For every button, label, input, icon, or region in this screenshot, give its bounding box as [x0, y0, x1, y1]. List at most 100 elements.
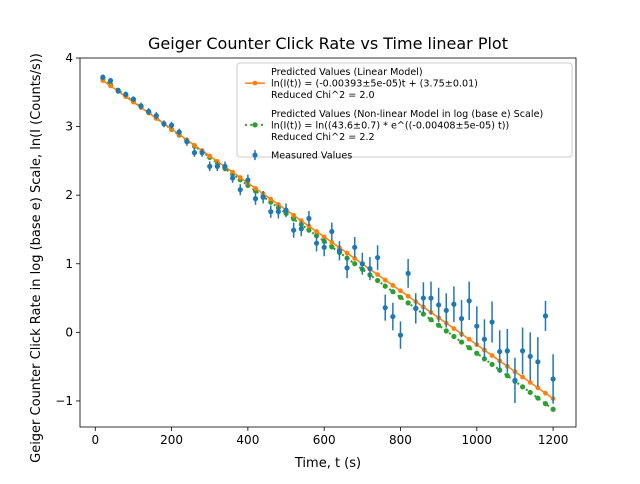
linear-model-point: [405, 293, 411, 299]
chart-title: Geiger Counter Click Rate vs Time linear…: [148, 34, 508, 53]
measured-point: [329, 228, 335, 235]
legend-linear-marker: [252, 80, 258, 86]
measured-point: [382, 305, 388, 311]
measured-point: [100, 74, 106, 80]
linear-model-point: [382, 277, 388, 283]
measured-point: [321, 244, 327, 250]
linear-model-point: [291, 212, 297, 218]
axes-frame: [79, 57, 577, 428]
measured-point: [138, 103, 144, 109]
measured-point: [130, 96, 137, 102]
measured-point: [214, 163, 220, 169]
linear-model-point: [268, 196, 274, 202]
measured-point: [252, 196, 259, 202]
x-tick-label: 400: [236, 433, 259, 447]
linear-model-point: [237, 175, 243, 180]
y-tick-label: 4: [65, 51, 73, 65]
measured-point: [283, 207, 289, 213]
linear-model-point: [451, 326, 457, 331]
y-tick-label: 2: [65, 188, 73, 202]
measured-point: [390, 313, 396, 320]
measured-point: [397, 332, 404, 338]
measured-point: [306, 215, 312, 222]
linear-model-point: [192, 142, 197, 148]
measured-point: [359, 261, 365, 267]
legend-box: [236, 62, 573, 158]
linear-model-point: [520, 374, 525, 380]
linear-model-point: [298, 218, 304, 224]
measured-point: [550, 376, 556, 382]
measured-point: [260, 194, 266, 200]
legend-measured-text: Measured Values: [271, 151, 352, 162]
measured-point: [497, 348, 503, 355]
measured-point: [230, 175, 236, 181]
nonlinear-model-point: [390, 289, 396, 295]
measured-point: [298, 226, 304, 232]
measured-point: [184, 139, 190, 145]
x-tick-label: 0: [91, 433, 99, 447]
linear-model-point: [169, 126, 174, 132]
measured-point: [504, 348, 510, 354]
measured-point: [153, 113, 159, 119]
y-tick-label: 0: [65, 325, 73, 339]
measured-point: [275, 209, 281, 215]
linear-model-point: [329, 239, 335, 245]
measured-point: [336, 248, 343, 254]
nonlinear-model-point: [329, 244, 335, 250]
legend-nonlinear-text: Reduced Chi^2 = 2.2: [271, 132, 375, 143]
nonlinear-model-point: [306, 227, 312, 233]
y-tick-label: 1: [65, 257, 73, 271]
measured-point: [474, 323, 480, 329]
measured-point: [237, 187, 243, 193]
measured-point: [176, 129, 182, 135]
linear-model-point: [390, 282, 396, 288]
linear-model-point: [489, 353, 495, 358]
axes: 0 200 400 600 800 1000 1200 −1 0 1 2 3 4: [55, 51, 577, 447]
measured-point: [222, 163, 228, 169]
y-tick-label: 3: [65, 120, 73, 134]
x-tick-label: 1200: [538, 433, 569, 447]
legend-nonlinear-marker: [252, 122, 258, 128]
measured-point: [489, 319, 495, 325]
nonlinear-model-point: [542, 401, 549, 407]
legend-measured-marker: [252, 152, 258, 158]
linear-model-point: [314, 229, 319, 234]
linear-model-point: [306, 223, 312, 229]
linear-model-point: [108, 83, 113, 89]
measured-point: [420, 295, 426, 301]
measured-point: [428, 295, 434, 301]
x-tick-label: 800: [389, 433, 412, 447]
measured-point: [443, 307, 449, 314]
linear-model-point: [344, 250, 350, 256]
measured-point: [146, 108, 152, 115]
measured-point: [161, 121, 167, 127]
plot-area: [100, 74, 556, 412]
measured-point: [313, 240, 320, 246]
measured-point: [191, 150, 198, 156]
nonlinear-model-point: [375, 277, 381, 284]
nonlinear-model-point: [504, 373, 510, 379]
measured-point: [352, 244, 358, 250]
x-tick-label: 600: [313, 433, 336, 447]
nonlinear-model-point: [466, 345, 472, 351]
nonlinear-model-point: [382, 283, 388, 289]
linear-model-point: [321, 234, 327, 240]
measured-point: [199, 150, 205, 156]
x-tick-label: 200: [160, 433, 183, 447]
linear-model-point: [466, 336, 472, 342]
legend-linear-text: Reduced Chi^2 = 2.0: [271, 90, 375, 101]
nonlinear-model-point: [443, 328, 449, 334]
measured-point: [207, 163, 213, 169]
measured-point: [451, 301, 457, 307]
measured-point: [405, 270, 411, 276]
measured-point: [245, 177, 251, 183]
measured-point: [268, 209, 274, 215]
nonlinear-model-point: [550, 406, 556, 412]
measured-point: [291, 227, 297, 233]
nonlinear-model-point: [352, 261, 358, 267]
linear-model-point: [253, 185, 258, 191]
nonlinear-model-point: [474, 350, 480, 356]
linear-model-point: [527, 380, 533, 385]
